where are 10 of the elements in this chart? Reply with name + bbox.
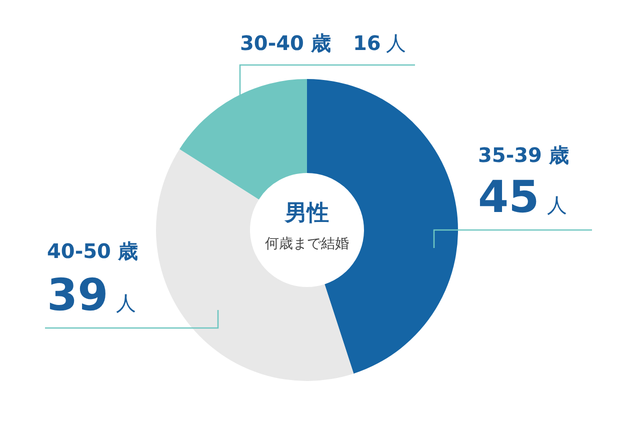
slice-label: 30-40 歳 (240, 31, 331, 55)
data-label: 16 人 (352, 31, 406, 55)
data-label: 45 人 (478, 172, 568, 223)
slice-label: 35-39 歳 (478, 143, 569, 167)
slice-label: 40-50 歳 (47, 239, 138, 263)
data-label: 39 人 (47, 270, 136, 321)
text: 男性 (284, 201, 329, 226)
text: 何歳まで結婚 (265, 236, 349, 252)
donut-slice (307, 79, 458, 374)
donut-slice (156, 149, 354, 381)
